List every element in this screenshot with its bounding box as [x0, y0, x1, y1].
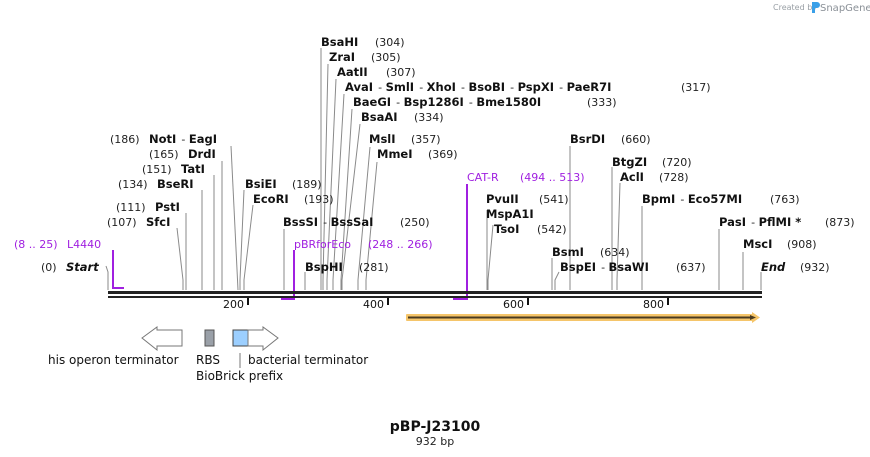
enzyme-label-drdi[interactable]: (165) DrdI	[149, 143, 216, 162]
primer-cat-r[interactable]: CAT-R (494 .. 513)	[453, 171, 585, 300]
feature-rbs[interactable]: RBS	[196, 329, 220, 367]
feature-his-operon-terminator[interactable]: his operon terminator	[48, 326, 183, 367]
credit-prefix: Created by	[773, 3, 817, 12]
enzyme-label-bsphi[interactable]: BspHI (281)	[305, 256, 389, 275]
svg-text:RBS: RBS	[196, 353, 220, 367]
enzyme-label-avai-group[interactable]: AvaI - SmlI - XhoI - BsoBI - PspXI - Pae…	[345, 76, 711, 95]
enzyme-label-pvuii[interactable]: PvuII (541)	[486, 188, 569, 207]
enzyme-label-bsaai[interactable]: BsaAI (334)	[361, 106, 444, 125]
feature-biobrick-prefix[interactable]: BioBrick prefix	[196, 329, 283, 383]
enzyme-label-pasi-group[interactable]: PasI - PflMI * (873)	[719, 211, 855, 230]
tick-label-200: 200	[223, 298, 244, 311]
tick-label-600: 600	[503, 298, 524, 311]
enzyme-label-bsmi[interactable]: BsmI (634)	[552, 241, 630, 260]
cut-site-lines	[105, 48, 762, 291]
reverse-arrow-icon	[141, 326, 183, 352]
enzyme-label-bspei-group[interactable]: BspEI - BsaWI (637)	[560, 256, 706, 275]
snapgene-credit: Created by SnapGene	[773, 2, 870, 14]
svg-text:pBRforEco(248 .. 266): pBRforEco (248 .. 266)	[294, 238, 433, 251]
dna-backbone	[108, 291, 762, 298]
plasmid-name: pBP-J23100	[390, 419, 481, 435]
svg-text:CAT-R(494 .. 513): CAT-R (494 .. 513)	[467, 171, 585, 184]
enzyme-label-baegi-group[interactable]: BaeGI - Bsp1286I - Bme1580I (333)	[353, 91, 617, 110]
enzyme-label-tati[interactable]: (151) TatI	[142, 158, 205, 177]
enzyme-label-btgzi[interactable]: BtgZI (720)	[612, 151, 692, 170]
enzyme-label-ecori[interactable]: EcoRI (193)	[253, 188, 334, 207]
enzyme-label-tsoi[interactable]: TsoI (542)	[494, 218, 567, 237]
tick-label-800: 800	[643, 298, 664, 311]
enzyme-label-noti-eagi[interactable]: (186) NotI - EagI	[110, 128, 217, 147]
enzyme-label-bsahi[interactable]: BsaHI (304)	[321, 31, 405, 50]
axis-ticks: 200 400 600 800	[223, 298, 669, 311]
forward-arrow-icon	[247, 326, 279, 352]
primer-l4440[interactable]: (8 .. 25) L4440	[14, 238, 124, 289]
enzyme-label-bsssi-group[interactable]: BssSI - BssSaI (250)	[283, 211, 430, 230]
enzyme-label-bsiei[interactable]: BsiEI (189)	[245, 173, 322, 192]
credit-brand: SnapGene	[820, 3, 870, 14]
enzyme-label-msli[interactable]: MslI (357)	[369, 128, 441, 147]
enzyme-label-msci[interactable]: MscI (908)	[743, 233, 817, 252]
rbs-box-icon	[204, 329, 215, 347]
sequence-end-label: End (932)	[761, 256, 830, 275]
svg-text:his operon terminator: his operon terminator	[48, 353, 179, 367]
primer-pbrforeco[interactable]: pBRforEco (248 .. 266)	[281, 238, 433, 300]
enzyme-label-bpmi-group[interactable]: BpmI - Eco57MI (763)	[642, 188, 800, 207]
tick-label-400: 400	[363, 298, 384, 311]
plasmid-length: 932 bp	[416, 435, 454, 448]
enzyme-label-mspa1i[interactable]: MspA1I	[486, 207, 534, 221]
enzyme-label-bseri[interactable]: (134) BseRI	[118, 173, 194, 192]
sequence-start-label: (0) Start	[41, 256, 99, 275]
enzyme-label-bsrdi[interactable]: BsrDI (660)	[570, 128, 651, 147]
enzyme-label-acli[interactable]: AclI (728)	[620, 166, 689, 185]
feature-bacterial-terminator[interactable]: bacterial terminator	[247, 326, 368, 367]
svg-text:(8 .. 25)L4440: (8 .. 25) L4440	[14, 238, 101, 251]
enzyme-label-zrai[interactable]: ZraI (305)	[329, 46, 401, 65]
enzyme-label-sfci[interactable]: (107) SfcI	[107, 211, 170, 230]
enzyme-label-psti[interactable]: (111) PstI	[116, 196, 180, 215]
biobrick-box-icon	[232, 329, 249, 347]
enzyme-label-mmei[interactable]: MmeI (369)	[377, 143, 458, 162]
svg-text:BioBrick prefix: BioBrick prefix	[196, 369, 283, 383]
enzyme-label-aatii[interactable]: AatII (307)	[337, 61, 416, 80]
snapgene-logo-icon	[812, 2, 820, 13]
svg-text:bacterial terminator: bacterial terminator	[248, 353, 368, 367]
orf-arrow[interactable]	[406, 312, 760, 323]
